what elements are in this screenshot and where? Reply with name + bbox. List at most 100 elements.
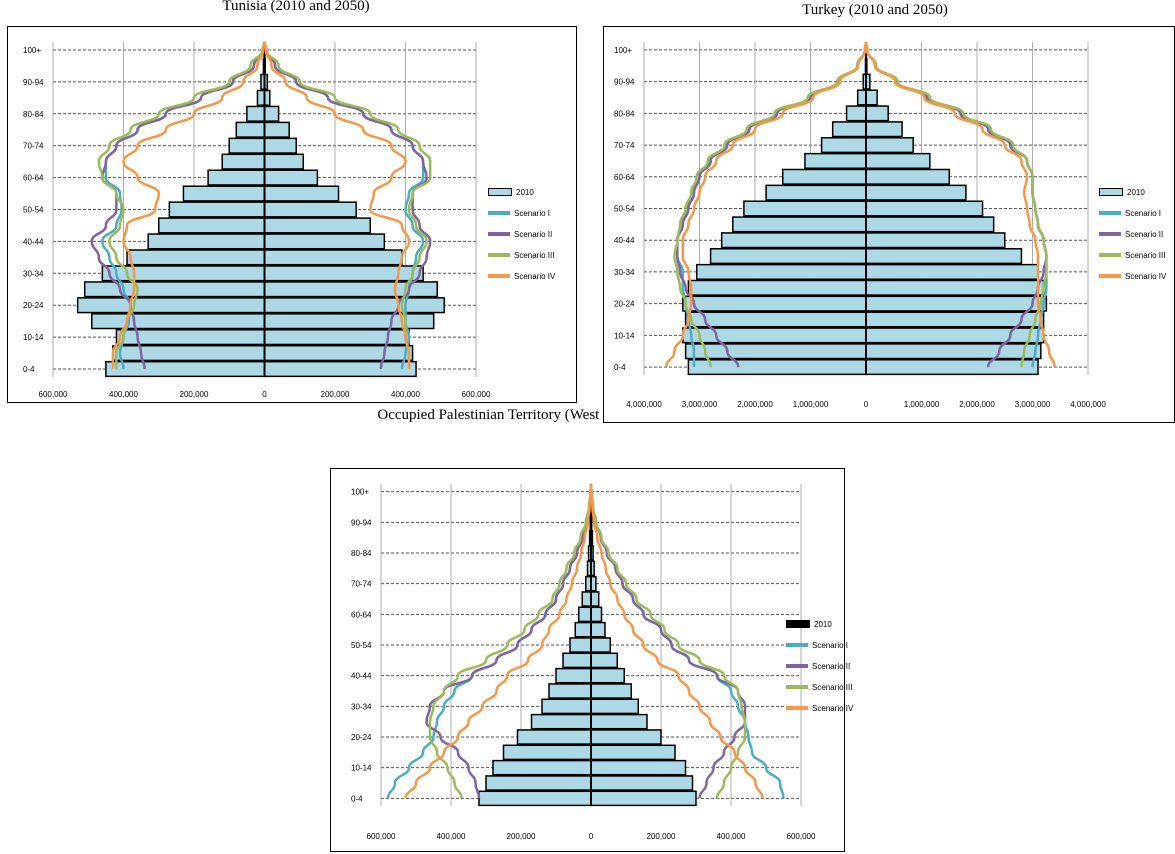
bar-2010-female <box>590 652 618 669</box>
legend-swatch <box>488 211 510 215</box>
bar-2010-female <box>263 169 319 186</box>
line-scenario-iv-female <box>589 483 764 799</box>
line-scenario-iii-male <box>428 483 593 799</box>
y-tick-label: 40-44 <box>614 236 635 245</box>
x-tick-label: 0 <box>262 390 267 399</box>
bar-2010-female <box>590 606 603 623</box>
bar-2010-female <box>263 105 280 122</box>
legend-label: Scenario III <box>514 250 555 260</box>
legend-swatch <box>1099 232 1121 236</box>
pyramid-plot-palestine: 0-4 10-14 20-24 30-34 40-44 50-54 60-64 70-74 80… <box>351 483 816 841</box>
legend-item: 2010 <box>488 185 534 199</box>
bar-2010-female <box>865 137 914 154</box>
legend-swatch <box>488 253 510 257</box>
bar-2010-female <box>590 591 600 607</box>
line-scenario-iv-female <box>864 41 1056 368</box>
legend-item: Scenario III <box>1099 248 1165 262</box>
y-tick-label: 70-74 <box>23 142 44 151</box>
y-tick-label: 60-64 <box>351 610 372 619</box>
bar-2010-female <box>865 248 1023 265</box>
bar-2010-female <box>263 185 340 202</box>
y-tick-label: 0-4 <box>614 363 626 372</box>
bar-2010-male <box>765 184 867 201</box>
y-tick-label: 80-84 <box>351 549 372 558</box>
bar-2010-female <box>865 232 1006 249</box>
x-tick-label: 600,000 <box>787 832 816 841</box>
y-tick-label: 90-94 <box>23 78 44 87</box>
chart-title-tunisia: Tunisia (2010 and 2050) <box>222 0 370 14</box>
bar-2010-male <box>158 217 266 234</box>
y-tick-label: 70-74 <box>351 580 372 589</box>
bar-2010-female <box>865 216 995 233</box>
bar-2010-male <box>105 360 266 378</box>
bar-2010-male <box>76 297 266 314</box>
x-tick-label: 600,000 <box>462 390 491 399</box>
bar-2010-male <box>782 168 867 185</box>
chart-panel-palestine: 0-4 10-14 20-24 30-34 40-44 50-54 60-64 70-74 80… <box>330 468 853 852</box>
y-tick-label: 40-44 <box>351 672 372 681</box>
bar-2010-male <box>112 344 266 362</box>
y-tick-label: 0-4 <box>23 365 35 374</box>
legend-label: Scenario II <box>514 229 553 239</box>
x-tick-label: 600,000 <box>367 832 396 841</box>
legend-label: Scenario IV <box>1125 271 1167 281</box>
legend-label: Scenario I <box>1125 208 1162 218</box>
pyramid-plot-turkey: 0-4 10-14 20-24 30-34 40-44 50-54 60-64 70-74 80… <box>614 41 1106 409</box>
x-tick-label: 200,000 <box>647 832 676 841</box>
legend-item: Scenario II <box>1099 227 1163 241</box>
y-tick-label: 60-64 <box>23 174 44 183</box>
x-tick-label: 400,000 <box>391 390 420 399</box>
y-tick-label: 40-44 <box>23 237 44 246</box>
bar-2010-male <box>684 343 867 360</box>
y-tick-label: 60-64 <box>614 173 635 182</box>
legend-swatch <box>1099 188 1123 196</box>
bar-2010-female <box>263 360 417 378</box>
y-tick-label: 0-4 <box>351 794 363 803</box>
legend-swatch <box>488 274 510 278</box>
bar-2010-female <box>263 313 435 330</box>
bar-2010-female <box>263 121 290 138</box>
legend-item: 2010 <box>786 617 832 631</box>
bar-2010-female <box>865 89 878 106</box>
bar-2010-male <box>548 683 592 699</box>
y-tick-label: 20-24 <box>614 300 635 309</box>
legend-item: Scenario IV <box>488 269 555 283</box>
bar-2010-female <box>590 698 639 715</box>
bar-2010-female <box>263 233 386 250</box>
y-tick-label: 50-54 <box>351 641 372 650</box>
bar-2010-female <box>865 121 903 138</box>
bar-2010-female <box>865 152 931 169</box>
legend-item: 2010 <box>1099 185 1145 199</box>
bar-2010-female <box>590 775 694 791</box>
y-tick-label: 30-34 <box>614 268 635 277</box>
y-tick-label: 100+ <box>23 46 41 55</box>
legend-label: Scenario III <box>812 682 853 692</box>
legend-swatch <box>488 232 510 236</box>
y-tick-label: 80-84 <box>614 109 635 118</box>
bar-2010-female <box>263 137 297 154</box>
y-tick-label: 10-14 <box>351 764 372 773</box>
x-tick-label: 3,000,000 <box>1015 400 1051 409</box>
bar-2010-male <box>502 744 592 761</box>
bar-2010-male <box>574 621 592 638</box>
bar-2010-male <box>555 667 592 684</box>
x-tick-label: 0 <box>589 832 594 841</box>
legend-swatch <box>786 664 808 668</box>
bar-2010-male <box>743 200 867 217</box>
bar-2010-male <box>516 729 592 745</box>
bar-2010-female <box>263 249 403 266</box>
x-tick-label: 4,000,000 <box>1070 400 1106 409</box>
bar-2010-male <box>478 790 592 807</box>
y-tick-label: 20-24 <box>23 301 44 310</box>
legend-item: Scenario III <box>786 680 852 694</box>
x-tick-label: 400,000 <box>717 832 746 841</box>
legend-item: Scenario III <box>488 248 554 262</box>
legend-label: Scenario I <box>514 208 551 218</box>
bar-2010-male <box>256 89 266 106</box>
legend-label: Scenario IV <box>514 271 556 281</box>
bar-2010-female <box>865 105 889 122</box>
y-tick-label: 30-34 <box>351 702 372 711</box>
bar-2010-female <box>865 311 1045 328</box>
legend-item: Scenario II <box>786 659 850 673</box>
legend-item: Scenario I <box>786 638 848 652</box>
